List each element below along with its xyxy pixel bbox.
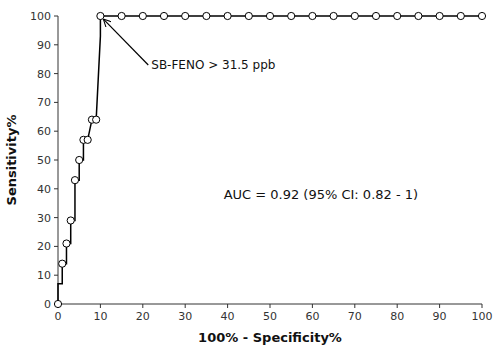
marker (415, 12, 422, 19)
y-tick-label: 10 (37, 269, 51, 282)
marker (71, 177, 78, 184)
y-tick-label: 30 (37, 212, 51, 225)
marker (478, 12, 485, 19)
y-tick-label: 50 (37, 154, 51, 167)
annotation-arrow (104, 20, 148, 65)
x-tick (142, 304, 143, 308)
y-tick (54, 16, 58, 17)
y-tick (54, 131, 58, 132)
auc-text: AUC = 0.92 (95% CI: 0.82 - 1) (224, 187, 419, 202)
y-tick-label: 80 (37, 68, 51, 81)
x-tick (354, 304, 355, 308)
y-axis-label: Sensitivity% (4, 115, 19, 206)
x-tick-label: 0 (55, 310, 62, 323)
markers (54, 12, 485, 307)
x-tick (227, 304, 228, 308)
marker (203, 12, 210, 19)
marker (266, 12, 273, 19)
x-tick (397, 304, 398, 308)
y-tick-label: 20 (37, 240, 51, 253)
annotation: SB-FENO > 31.5 ppb (151, 58, 275, 72)
x-tick-label: 60 (305, 310, 319, 323)
marker (139, 12, 146, 19)
marker (245, 12, 252, 19)
marker (372, 12, 379, 19)
y-tick-label: 90 (37, 39, 51, 52)
marker (59, 260, 66, 267)
marker (84, 136, 91, 143)
marker (93, 116, 100, 123)
y-tick (54, 217, 58, 218)
marker (436, 12, 443, 19)
marker (224, 12, 231, 19)
marker (351, 12, 358, 19)
marker (457, 12, 464, 19)
y-tick (54, 275, 58, 276)
annotations: SB-FENO > 31.5 ppb AUC = 0.92 (95% CI: 0.… (104, 20, 418, 202)
x-tick (100, 304, 101, 308)
marker (118, 12, 125, 19)
marker (76, 156, 83, 163)
y-tick (54, 44, 58, 45)
x-tick-label: 20 (136, 310, 150, 323)
y-tick-label: 40 (37, 183, 51, 196)
x-tick-label: 30 (178, 310, 192, 323)
y-tick-label: 0 (44, 298, 51, 311)
marker (182, 12, 189, 19)
marker (309, 12, 316, 19)
x-tick-label: 40 (221, 310, 235, 323)
x-tick-label: 80 (390, 310, 404, 323)
marker (394, 12, 401, 19)
marker (54, 300, 61, 307)
y-tick-label: 100 (30, 10, 51, 23)
axes: 0 10 20 30 40 50 60 70 80 90 100 0 10 20 30 40 50 60 70 80 9… (30, 10, 493, 323)
y-tick (54, 73, 58, 74)
x-tick-label: 50 (263, 310, 277, 323)
background (0, 0, 500, 352)
x-tick-label: 70 (348, 310, 362, 323)
y-tick (54, 246, 58, 247)
x-tick (482, 304, 483, 308)
marker (288, 12, 295, 19)
marker (160, 12, 167, 19)
roc-line (58, 16, 482, 304)
marker (330, 12, 337, 19)
marker (63, 240, 70, 247)
y-tick-label: 70 (37, 96, 51, 109)
x-tick (185, 304, 186, 308)
marker (67, 217, 74, 224)
x-tick (270, 304, 271, 308)
x-tick (312, 304, 313, 308)
y-tick (54, 160, 58, 161)
x-tick-label: 100 (472, 310, 493, 323)
x-tick-label: 10 (93, 310, 107, 323)
plot-area (54, 12, 485, 307)
y-tick-label: 60 (37, 125, 51, 138)
y-tick (54, 188, 58, 189)
chart: 0 10 20 30 40 50 60 70 80 90 100 0 10 20 30 40 50 60 70 80 9… (0, 0, 500, 352)
x-tick (439, 304, 440, 308)
y-tick (54, 102, 58, 103)
x-axis-label: 100% - Specificity% (198, 330, 342, 345)
x-tick-label: 90 (433, 310, 447, 323)
marker (97, 12, 104, 19)
